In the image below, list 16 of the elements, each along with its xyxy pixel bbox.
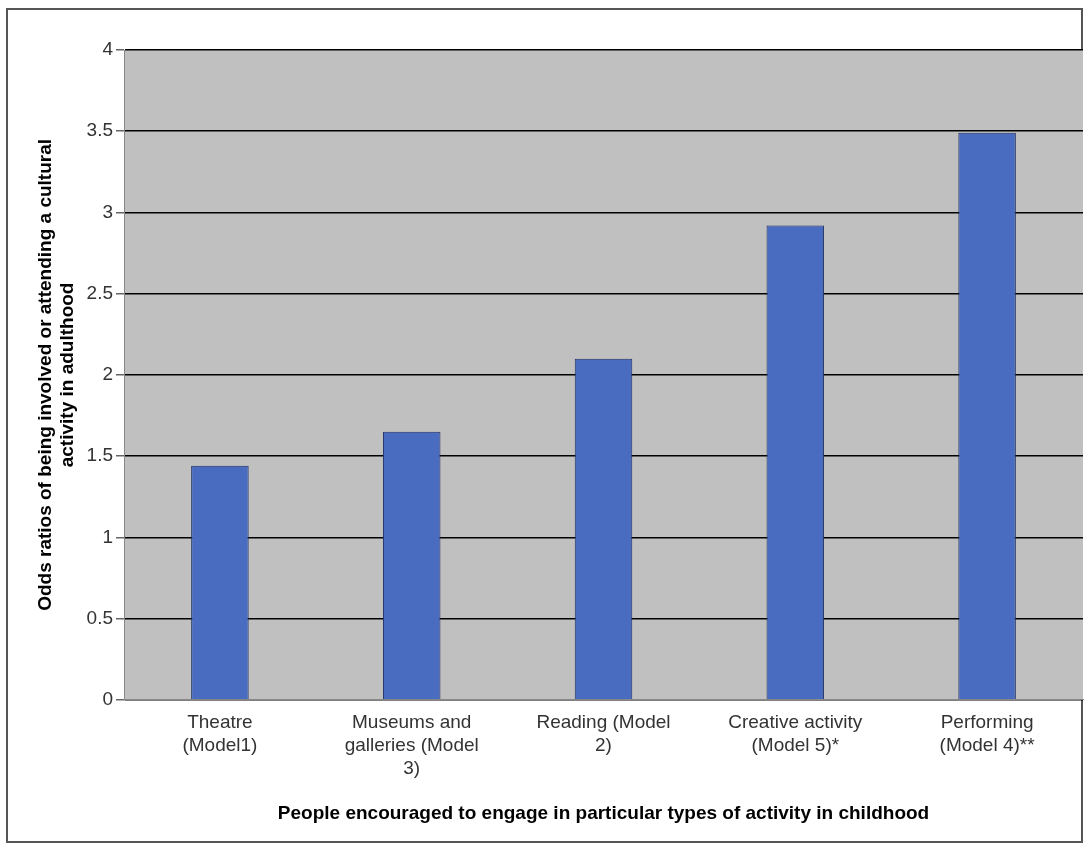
y-tick-label: 1 (102, 525, 114, 547)
x-tick-label: Museums and galleries (Model 3) (344, 711, 479, 779)
x-tick-label: Creative activity (Model 5)* (728, 711, 863, 756)
y-tick-label: 2 (102, 363, 114, 385)
y-tick-label: 3.5 (86, 119, 114, 141)
y-axis-title: Odds ratios of being involved or attending a cultural activity in adulthood (33, 138, 78, 611)
y-tick-label: 2.5 (86, 281, 114, 303)
x-tick-label: Reading (Model 2) (536, 711, 671, 756)
y-tick-label: 4 (102, 38, 114, 60)
y-tick-label: 3 (102, 200, 114, 222)
y-tick-label: 0 (102, 688, 114, 710)
x-tick-label: Performing (Model 4)** (939, 711, 1036, 756)
x-axis-title: People encouraged to engage in particular types of activity in childhood (277, 801, 930, 823)
y-tick-label: 0.5 (86, 606, 114, 628)
y-tick-label: 1.5 (86, 444, 114, 466)
x-tick-label: Theatre (Model1) (182, 711, 258, 756)
